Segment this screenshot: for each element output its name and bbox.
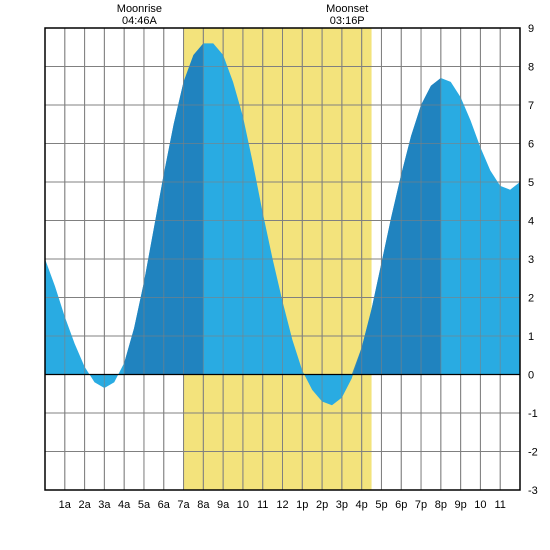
- x-tick-label: 6p: [395, 499, 407, 511]
- x-tick-label: 1p: [296, 499, 308, 511]
- x-tick-label: 11: [494, 499, 505, 511]
- x-tick-label: 11: [257, 499, 268, 511]
- x-tick-label: 3p: [336, 499, 348, 511]
- x-tick-label: 5p: [375, 499, 387, 511]
- x-tick-label: 8p: [435, 499, 447, 511]
- y-tick-label: -3: [528, 485, 538, 497]
- x-tick-label: 2p: [316, 499, 328, 511]
- y-tick-label: 4: [528, 216, 534, 228]
- x-tick-label: 9a: [217, 499, 230, 511]
- x-tick-label: 9p: [455, 499, 467, 511]
- y-tick-label: 9: [528, 23, 534, 35]
- y-tick-label: 6: [528, 139, 534, 151]
- y-tick-label: 0: [528, 370, 534, 382]
- annotation-label: Moonrise: [117, 3, 162, 15]
- y-tick-label: 1: [528, 331, 534, 343]
- x-tick-label: 3a: [98, 499, 111, 511]
- x-tick-label: 7p: [415, 499, 427, 511]
- y-tick-label: 3: [528, 254, 534, 266]
- x-tick-label: 5a: [138, 499, 151, 511]
- x-tick-label: 4a: [118, 499, 131, 511]
- x-tick-label: 6a: [158, 499, 171, 511]
- annotation-time: 03:16P: [330, 15, 365, 27]
- x-tick-label: 12: [276, 499, 288, 511]
- x-tick-label: 10: [474, 499, 486, 511]
- x-tick-label: 10: [237, 499, 249, 511]
- x-tick-label: 7a: [177, 499, 190, 511]
- tide-chart: 1a2a3a4a5a6a7a8a9a1011121p2p3p4p5p6p7p8p…: [0, 0, 550, 550]
- annotation-time: 04:46A: [122, 15, 158, 27]
- x-tick-label: 2a: [78, 499, 91, 511]
- y-tick-label: 7: [528, 100, 534, 112]
- x-tick-label: 8a: [197, 499, 210, 511]
- y-tick-label: -2: [528, 447, 538, 459]
- y-tick-label: 8: [528, 62, 534, 74]
- y-tick-label: -1: [528, 408, 538, 420]
- annotation-label: Moonset: [326, 3, 368, 15]
- y-tick-label: 2: [528, 293, 534, 305]
- chart-svg: 1a2a3a4a5a6a7a8a9a1011121p2p3p4p5p6p7p8p…: [0, 0, 550, 550]
- x-tick-label: 1a: [59, 499, 72, 511]
- x-tick-label: 4p: [356, 499, 368, 511]
- y-tick-label: 5: [528, 177, 534, 189]
